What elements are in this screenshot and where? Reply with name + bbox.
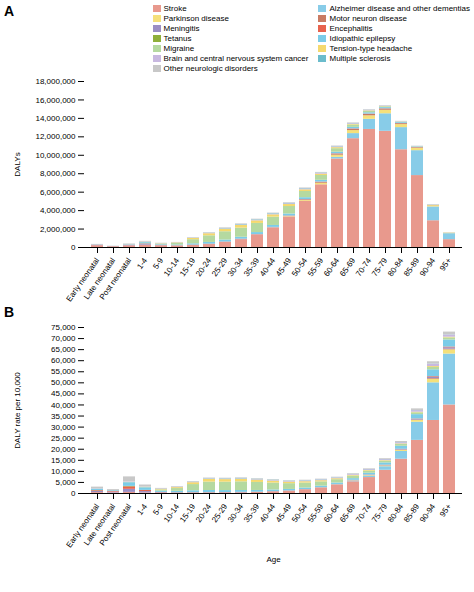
html-text:Meningitis: Meningitis <box>163 24 200 33</box>
html-text:Parkinson disease: Parkinson disease <box>163 14 229 23</box>
svg-text:95+: 95+ <box>438 502 453 519</box>
svg-text:12,000,000: 12,000,000 <box>35 132 76 141</box>
svg-text:50,000: 50,000 <box>51 378 76 387</box>
svg-text:16,000,000: 16,000,000 <box>35 96 76 105</box>
html-text:Encephalitis: Encephalitis <box>329 24 373 33</box>
svg-text:15-19: 15-19 <box>178 256 197 278</box>
svg-text:5-9: 5-9 <box>151 256 165 271</box>
svg-text:10-14: 10-14 <box>162 256 181 278</box>
svg-text:80-84: 80-84 <box>386 256 405 278</box>
svg-text:20,000: 20,000 <box>51 445 76 454</box>
svg-text:25-29: 25-29 <box>210 256 229 278</box>
svg-text:Post neonatal: Post neonatal <box>98 502 134 547</box>
svg-text:10-14: 10-14 <box>162 502 181 524</box>
svg-text:40,000: 40,000 <box>51 401 76 410</box>
svg-text:15,000: 15,000 <box>51 456 76 465</box>
svg-text:0: 0 <box>71 243 76 252</box>
svg-text:1-4: 1-4 <box>135 256 149 271</box>
html-text:Motor neuron disease: Motor neuron disease <box>329 14 407 23</box>
svg-text:60-64: 60-64 <box>322 502 341 524</box>
svg-text:70-74: 70-74 <box>354 256 373 278</box>
svg-text:80-84: 80-84 <box>386 502 405 524</box>
svg-text:55-59: 55-59 <box>306 256 325 278</box>
svg-text:DALY rate per 10,000: DALY rate per 10,000 <box>13 372 22 449</box>
svg-text:20-24: 20-24 <box>194 502 213 524</box>
svg-text:40-44: 40-44 <box>258 256 277 278</box>
html-text:Migraine: Migraine <box>163 44 195 53</box>
svg-text:6,000,000: 6,000,000 <box>40 188 76 197</box>
svg-text:55,000: 55,000 <box>51 367 76 376</box>
svg-text:30-34: 30-34 <box>226 256 245 278</box>
svg-text:4,000,000: 4,000,000 <box>40 206 76 215</box>
svg-text:25-29: 25-29 <box>210 502 229 524</box>
svg-text:14,000,000: 14,000,000 <box>35 114 76 123</box>
html-text:Idiopathic epilepsy: Idiopathic epilepsy <box>329 34 396 43</box>
svg-text:30-34: 30-34 <box>226 502 245 524</box>
svg-text:65,000: 65,000 <box>51 345 76 354</box>
svg-text:10,000: 10,000 <box>51 467 76 476</box>
svg-text:35-39: 35-39 <box>242 256 261 278</box>
svg-text:DALYs: DALYs <box>13 152 22 176</box>
svg-text:95+: 95+ <box>438 256 453 273</box>
svg-text:Late neonatal: Late neonatal <box>82 256 118 302</box>
html-text:Tetanus: Tetanus <box>163 34 192 43</box>
svg-text:85-89: 85-89 <box>402 502 421 524</box>
svg-text:90-94: 90-94 <box>418 256 437 278</box>
html-text:Multiple sclerosis: Multiple sclerosis <box>329 54 391 63</box>
svg-text:5,000: 5,000 <box>55 478 76 487</box>
html-text:Other neurologic disorders: Other neurologic disorders <box>163 64 258 73</box>
svg-text:70,000: 70,000 <box>51 334 76 343</box>
html-text:Stroke: Stroke <box>163 4 187 13</box>
svg-text:Early neonatal: Early neonatal <box>64 502 102 550</box>
svg-text:0: 0 <box>71 489 76 498</box>
html-text:Tension-type headache: Tension-type headache <box>329 44 413 53</box>
html-text:B: B <box>4 304 15 320</box>
svg-text:20-24: 20-24 <box>194 256 213 278</box>
svg-text:75-79: 75-79 <box>370 502 389 524</box>
svg-text:30,000: 30,000 <box>51 423 76 432</box>
svg-text:Early neonatal: Early neonatal <box>64 256 102 304</box>
svg-text:75,000: 75,000 <box>51 323 76 332</box>
svg-text:90-94: 90-94 <box>418 502 437 524</box>
svg-text:5-9: 5-9 <box>151 502 165 517</box>
svg-text:50-54: 50-54 <box>290 256 309 278</box>
svg-text:Late neonatal: Late neonatal <box>82 502 118 548</box>
svg-text:35-39: 35-39 <box>242 502 261 524</box>
svg-text:45-49: 45-49 <box>274 502 293 524</box>
svg-text:40-44: 40-44 <box>258 502 277 524</box>
html-text:A: A <box>4 3 15 19</box>
html-text:Brain and central nervous syst: Brain and central nervous system cancer <box>163 54 309 63</box>
svg-text:2,000,000: 2,000,000 <box>40 225 76 234</box>
svg-text:50-54: 50-54 <box>290 502 309 524</box>
svg-text:55-59: 55-59 <box>306 502 325 524</box>
svg-text:18,000,000: 18,000,000 <box>35 77 76 86</box>
svg-text:Age: Age <box>266 555 281 564</box>
html-text:Alzheimer disease and other de: Alzheimer disease and other dementias <box>329 4 470 13</box>
svg-text:60,000: 60,000 <box>51 356 76 365</box>
svg-text:1-4: 1-4 <box>135 502 149 517</box>
svg-text:45-49: 45-49 <box>274 256 293 278</box>
svg-text:8,000,000: 8,000,000 <box>40 169 76 178</box>
svg-text:45,000: 45,000 <box>51 389 76 398</box>
svg-text:85-89: 85-89 <box>402 256 421 278</box>
svg-text:70-74: 70-74 <box>354 502 373 524</box>
svg-text:65-69: 65-69 <box>338 256 357 278</box>
svg-text:75-79: 75-79 <box>370 256 389 278</box>
svg-text:60-64: 60-64 <box>322 256 341 278</box>
svg-text:25,000: 25,000 <box>51 434 76 443</box>
svg-text:35,000: 35,000 <box>51 412 76 421</box>
svg-text:Post neonatal: Post neonatal <box>98 256 134 301</box>
svg-text:15-19: 15-19 <box>178 502 197 524</box>
svg-text:65-69: 65-69 <box>338 502 357 524</box>
svg-text:10,000,000: 10,000,000 <box>35 151 76 160</box>
